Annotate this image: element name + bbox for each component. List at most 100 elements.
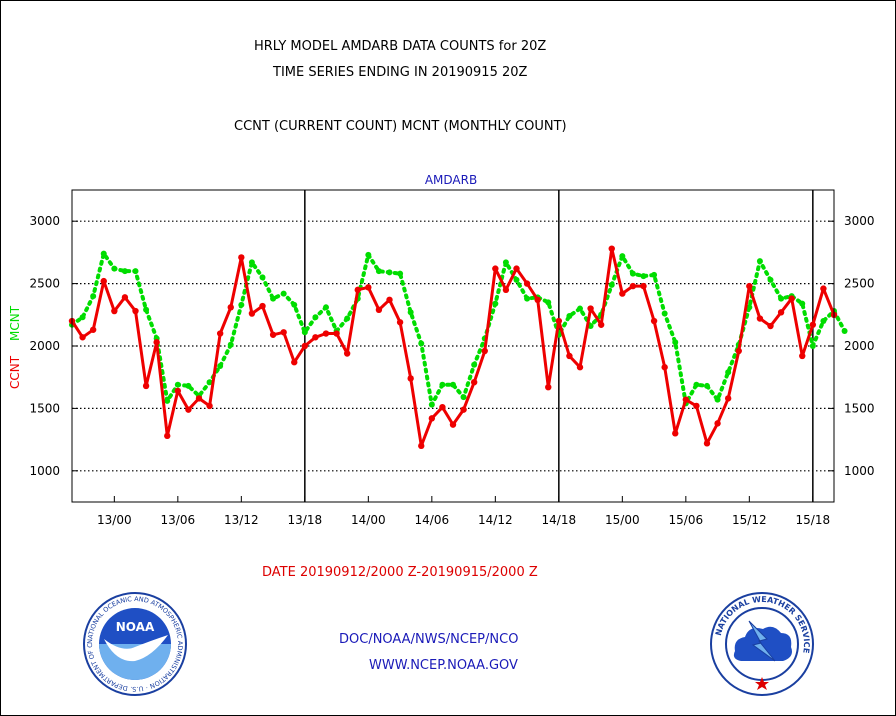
data-point-ccnt [343,350,351,357]
plot-area [71,189,835,503]
x-tick-label: 14/12 [478,513,513,527]
data-point-mcnt [301,329,308,336]
data-point-ccnt [269,331,277,338]
y-tick-label-right: 2500 [844,277,875,291]
data-point-mcnt [227,341,234,348]
data-point-mcnt [100,250,107,257]
data-point-mcnt [809,343,816,349]
data-point-mcnt [386,269,393,276]
data-point-ccnt [132,307,139,315]
data-point-mcnt [672,339,679,346]
data-point-ccnt [492,265,499,272]
data-point-mcnt [121,268,128,275]
series [68,245,848,450]
data-point-mcnt [248,259,255,266]
series-line-mcnt [70,251,847,407]
data-point-ccnt [291,359,298,366]
x-tick-label: 13/12 [224,513,259,527]
y-tick-label-right: 3000 [844,214,875,228]
data-point-mcnt [767,276,774,283]
data-point-mcnt [375,268,382,275]
data-point-ccnt [185,406,192,413]
x-tick-label: 14/06 [415,513,450,527]
axes: 1000 1000 1500 1500 2000 2000 2500 2500 3000 3000… [29,214,874,527]
data-point-mcnt [704,382,710,389]
data-point-mcnt [174,381,181,388]
data-point-ccnt [216,330,224,337]
data-point-mcnt [725,369,732,376]
chart-title-line1: HRLY MODEL AMDARB DATA COUNTS for 20Z [254,39,547,54]
data-point-ccnt [407,375,414,382]
data-point-mcnt [841,328,848,335]
data-point-ccnt [418,442,425,450]
data-point-ccnt [121,294,129,301]
data-point-ccnt [608,245,615,252]
org-line: DOC/NOAA/NWS/NCEP/NCO [339,632,519,647]
data-point-ccnt [640,282,647,290]
data-point-ccnt [396,319,404,326]
y-tick-label-right: 2000 [844,339,875,353]
data-point-ccnt [756,315,764,322]
data-point-mcnt [111,265,118,272]
data-point-ccnt [672,430,679,437]
data-point-ccnt [460,406,467,413]
data-point-mcnt [143,306,150,313]
y-tick-label-right: 1000 [844,464,875,478]
data-point-ccnt [280,329,287,336]
ncep-url[interactable]: WWW.NCEP.NOAA.GOV [369,658,518,673]
data-point-mcnt [693,381,700,388]
chart-subtitle: CCNT (CURRENT COUNT) MCNT (MONTHLY COUNT… [234,119,567,134]
x-tick-label: 15/18 [796,513,831,527]
data-point-mcnt [450,381,456,388]
data-point-mcnt [206,379,213,386]
data-point-ccnt [746,282,753,290]
data-point-ccnt [312,334,319,341]
data-point-ccnt [322,330,330,337]
data-point-ccnt [650,317,658,325]
data-point-ccnt [714,420,721,427]
data-point-mcnt [756,258,763,265]
data-point-ccnt [629,282,637,290]
data-point-mcnt [629,270,636,277]
data-point-ccnt [301,342,309,350]
series-line-ccnt [70,247,836,448]
data-point-ccnt [164,432,171,440]
data-point-ccnt [365,284,372,291]
y-tick-label-right: 1500 [844,401,875,415]
data-point-mcnt [502,259,509,266]
data-point-mcnt [608,281,615,288]
data-point-ccnt [195,395,203,402]
data-point-ccnt [809,321,817,328]
x-tick-label: 14/00 [351,513,386,527]
x-tick-label: 15/12 [732,513,767,527]
data-point-ccnt [587,305,594,312]
data-point-ccnt [703,440,711,447]
data-point-mcnt [619,253,626,260]
y-tick-label-left: 2500 [29,277,60,291]
data-point-ccnt [820,285,827,292]
y-tick-label-left: 1000 [29,464,60,478]
data-point-ccnt [153,339,160,346]
data-point-ccnt [682,396,690,403]
data-point-mcnt [545,299,552,306]
data-point-mcnt [185,382,192,389]
data-point-ccnt [449,421,457,428]
data-point-ccnt [735,347,742,355]
data-point-mcnt [132,268,139,275]
data-point-ccnt [597,321,605,328]
data-point-mcnt [270,295,277,302]
data-point-ccnt [354,286,361,294]
data-point-ccnt [248,310,256,317]
data-point-ccnt [227,304,234,311]
data-point-ccnt [89,326,97,333]
data-point-mcnt [577,305,583,312]
data-point-ccnt [799,352,806,360]
data-point-ccnt [259,302,266,310]
data-point-ccnt [576,364,584,371]
chart-title-line2: TIME SERIES ENDING IN 20190915 20Z [273,65,528,80]
data-point-mcnt [397,270,404,277]
data-point-mcnt [661,310,668,317]
data-point-ccnt [693,402,700,410]
data-point-mcnt [365,251,372,258]
